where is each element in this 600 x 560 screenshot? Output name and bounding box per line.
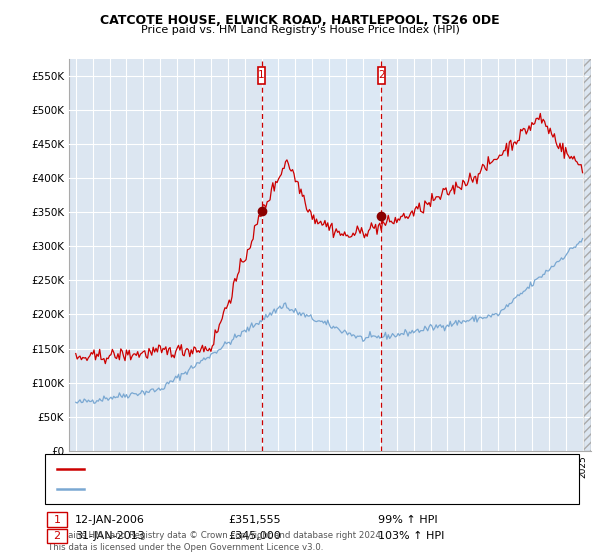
Text: 2: 2	[53, 531, 61, 541]
Text: 103% ↑ HPI: 103% ↑ HPI	[378, 531, 445, 541]
Bar	[262, 59, 381, 451]
Text: 12-JAN-2006: 12-JAN-2006	[75, 515, 145, 525]
FancyBboxPatch shape	[258, 67, 265, 84]
Text: CATCOTE HOUSE, ELWICK ROAD, HARTLEPOOL, TS26 0DE (detached house): CATCOTE HOUSE, ELWICK ROAD, HARTLEPOOL, …	[90, 464, 483, 474]
Text: £345,000: £345,000	[228, 531, 281, 541]
Text: 99% ↑ HPI: 99% ↑ HPI	[378, 515, 437, 525]
Text: 1: 1	[258, 71, 265, 81]
Text: HPI: Average price, detached house, Hartlepool: HPI: Average price, detached house, Hart…	[90, 484, 337, 494]
Text: 2: 2	[378, 71, 385, 81]
FancyBboxPatch shape	[378, 67, 385, 84]
Text: 31-JAN-2013: 31-JAN-2013	[75, 531, 145, 541]
Text: CATCOTE HOUSE, ELWICK ROAD, HARTLEPOOL, TS26 0DE: CATCOTE HOUSE, ELWICK ROAD, HARTLEPOOL, …	[100, 14, 500, 27]
Text: 1: 1	[53, 515, 61, 525]
Text: £351,555: £351,555	[228, 515, 281, 525]
Text: Contains HM Land Registry data © Crown copyright and database right 2024.
This d: Contains HM Land Registry data © Crown c…	[48, 531, 383, 552]
Text: Price paid vs. HM Land Registry's House Price Index (HPI): Price paid vs. HM Land Registry's House …	[140, 25, 460, 35]
